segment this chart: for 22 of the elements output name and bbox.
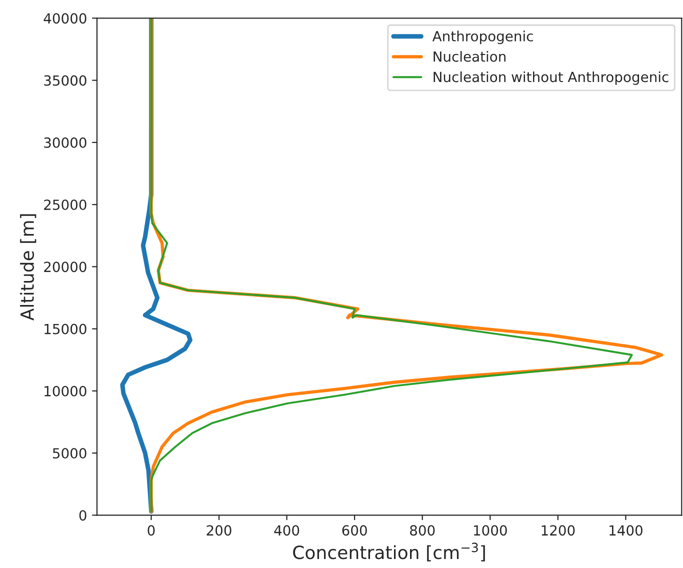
x-tick-label: 1400: [610, 525, 642, 536]
y-tick-label: 15000: [44, 324, 86, 334]
y-tick-label: 35000: [44, 75, 86, 86]
legend-label: Nucleation: [434, 51, 506, 62]
y-tick-label: 0: [79, 510, 86, 521]
x-tick-label: 200: [206, 525, 232, 536]
legend-label: Anthropogenic: [432, 30, 533, 44]
x-tick-label: 400: [274, 525, 300, 536]
x-tick-label: 800: [410, 525, 435, 536]
x-tick-label: 0: [148, 525, 155, 536]
y-tick-label: 30000: [44, 137, 86, 148]
x-axis-title: Concentration [cm$^{−3}$]: [293, 542, 485, 562]
x-tick-label: 1200: [542, 525, 575, 536]
legend-label: Nucleation without Anthropogenic: [434, 71, 668, 85]
y-tick-label: 20000: [44, 262, 86, 272]
y-axis-title: Altitude [m]: [20, 214, 36, 321]
y-tick-label: 5000: [52, 448, 86, 459]
x-tick-label: 1000: [474, 525, 507, 536]
y-tick-label: 10000: [44, 386, 86, 396]
x-tick-label: 600: [342, 525, 367, 536]
y-tick-label: 25000: [44, 200, 86, 210]
y-tick-label: 40000: [44, 13, 86, 24]
